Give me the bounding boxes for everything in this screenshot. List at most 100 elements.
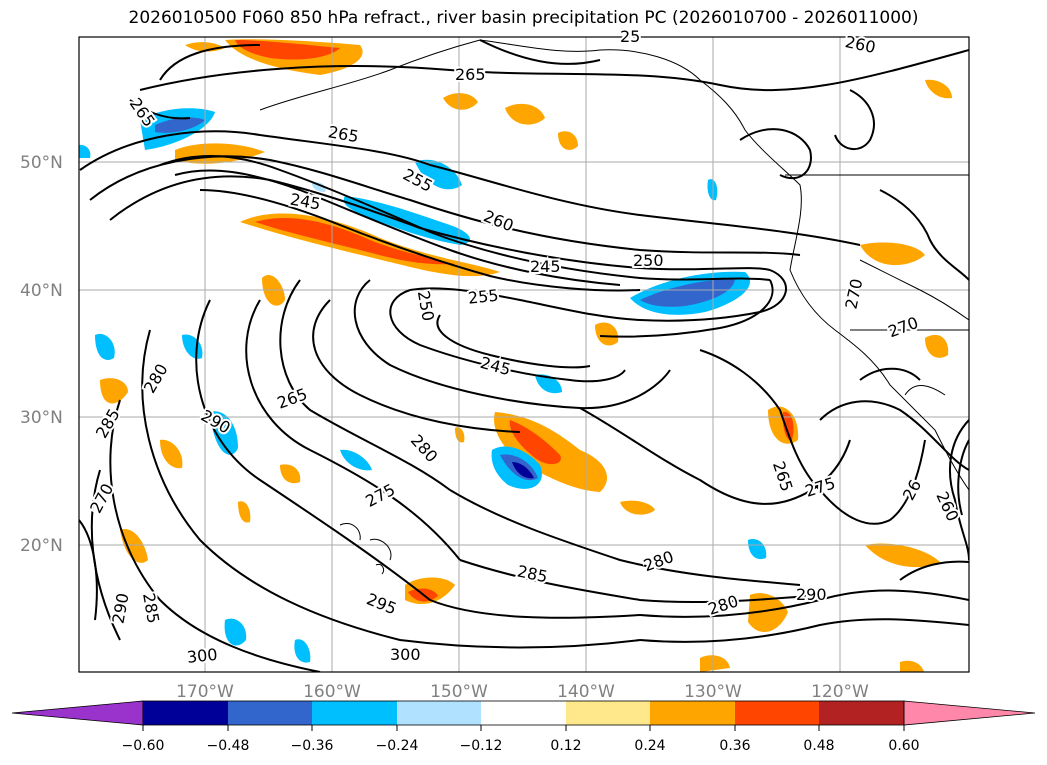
negative-anomaly-core <box>640 278 735 307</box>
contour-label: 295 <box>364 589 399 618</box>
colorbar-tick-label: −0.24 <box>376 738 419 754</box>
contour-label: 265 <box>769 459 797 494</box>
contour-label: 280 <box>140 360 172 396</box>
positive-anomaly-patch <box>120 529 148 563</box>
negative-anomaly-patch <box>415 159 462 190</box>
positive-anomaly-core <box>509 420 561 465</box>
contour-label: 265 <box>275 384 310 412</box>
contour-label: 250 <box>414 289 438 322</box>
colorbar-segment <box>650 701 735 725</box>
positive-anomaly-patch <box>238 501 251 523</box>
negative-anomaly-patch <box>748 539 767 560</box>
colorbar-lower-extension <box>11 700 144 726</box>
positive-anomaly-patch <box>700 655 730 672</box>
positive-anomaly-patch <box>925 79 952 99</box>
map-title: 2026010500 F060 850 hPa refract., river … <box>128 8 919 28</box>
positive-anomaly-patch <box>280 464 301 484</box>
positive-anomaly-patch <box>620 500 655 515</box>
contour-label: 245 <box>478 353 512 379</box>
positive-anomaly-patch <box>443 93 478 110</box>
negative-anomaly-patch <box>210 411 238 455</box>
colorbar-tick-label: −0.48 <box>207 738 250 754</box>
contour-label: 245 <box>530 257 561 276</box>
positive-anomaly-patch <box>455 427 465 443</box>
contour-label: 300 <box>186 645 218 667</box>
positive-anomaly-patch <box>505 103 545 125</box>
longitude-label: 160°W <box>303 682 361 702</box>
colorbar-segment <box>143 701 228 725</box>
colorbar-segment <box>819 701 904 725</box>
positive-anomaly-patch <box>860 242 925 266</box>
colorbar-tick-label: −0.36 <box>291 738 334 754</box>
colorbar-tick-label: −0.60 <box>122 738 165 754</box>
colorbar-tick-label: 0.24 <box>634 738 665 754</box>
colorbar-segment <box>735 701 819 725</box>
map-frame <box>78 36 970 673</box>
longitude-label: 170°W <box>176 682 234 702</box>
colorbar-upper-extension <box>903 700 1036 726</box>
negative-anomaly-patch <box>340 449 372 471</box>
colorbar-segment <box>566 701 650 725</box>
colorbar-segment <box>481 701 566 725</box>
negative-anomaly-patch <box>707 179 718 201</box>
longitude-label: 130°W <box>684 682 742 702</box>
positive-anomaly-patch <box>160 439 183 469</box>
contour-label: 275 <box>362 480 398 511</box>
negative-anomaly-core <box>155 117 205 133</box>
contour-label: 290 <box>796 585 827 604</box>
contour-label: 285 <box>516 561 550 586</box>
colorbar-segment <box>228 701 312 725</box>
positive-anomaly-core <box>255 218 455 265</box>
positive-anomaly-patch <box>595 322 619 346</box>
contour-label: 270 <box>842 277 867 311</box>
longitude-label: 120°W <box>811 682 869 702</box>
contour-label: 275 <box>803 473 838 501</box>
refractivity-contours <box>79 39 969 672</box>
colorbar: −0.60 −0.48 −0.36 −0.24 −0.12 0.12 0.24 … <box>11 700 1036 754</box>
colorbar-tick-label: 0.60 <box>888 738 919 754</box>
negative-anomaly-patch <box>535 374 562 394</box>
colorbar-segment <box>397 701 481 725</box>
contour-label: 285 <box>92 405 124 441</box>
positive-anomaly-core <box>782 411 794 441</box>
colorbar-tick-label: 0.36 <box>719 738 750 754</box>
positive-anomaly-core <box>235 40 340 60</box>
contour-label: 290 <box>109 592 133 625</box>
positive-anomaly-patch <box>558 131 578 150</box>
positive-anomaly-patch <box>925 334 949 358</box>
positive-anomaly-patch <box>900 660 924 672</box>
contour-label: 265 <box>455 65 486 84</box>
negative-anomaly-patch <box>79 144 91 158</box>
colorbar-segment <box>312 701 397 725</box>
contour-label: 245 <box>289 190 322 214</box>
contour-label: 280 <box>407 431 442 466</box>
colorbar-ticks <box>142 725 905 731</box>
negative-anomaly-patch <box>312 182 326 192</box>
contour-label: 260 <box>843 32 877 57</box>
colorbar-tick-label: 0.48 <box>803 738 834 754</box>
latitude-label: 50°N <box>20 153 63 173</box>
contour-label: 255 <box>467 286 499 308</box>
colorbar-tick-label: −0.12 <box>460 738 503 754</box>
longitude-label: 140°W <box>557 682 615 702</box>
negative-anomaly-patch <box>182 334 203 359</box>
longitude-axis: 170°W 160°W 150°W 140°W 130°W 120°W <box>176 682 869 702</box>
contour-label: 300 <box>390 645 421 664</box>
longitude-label: 150°W <box>430 682 488 702</box>
positive-anomaly-patch <box>865 543 940 568</box>
positive-anomaly-patch <box>748 593 788 633</box>
negative-anomaly-patch <box>95 333 115 360</box>
negative-anomaly-core <box>512 462 534 479</box>
contour-label: 250 <box>633 251 664 270</box>
latitude-axis: 50°N 40°N 30°N 20°N <box>20 153 63 556</box>
latitude-label: 30°N <box>20 408 63 428</box>
contour-label: 260 <box>481 206 516 235</box>
contour-label: 26 <box>899 477 925 504</box>
negative-anomaly-patch <box>294 639 311 663</box>
positive-anomaly-patch <box>100 378 128 404</box>
contour-label: 285 <box>139 591 163 624</box>
colorbar-tick-label: 0.12 <box>550 738 581 754</box>
contour-label: 270 <box>886 313 921 341</box>
negative-anomaly-patch <box>224 618 247 646</box>
